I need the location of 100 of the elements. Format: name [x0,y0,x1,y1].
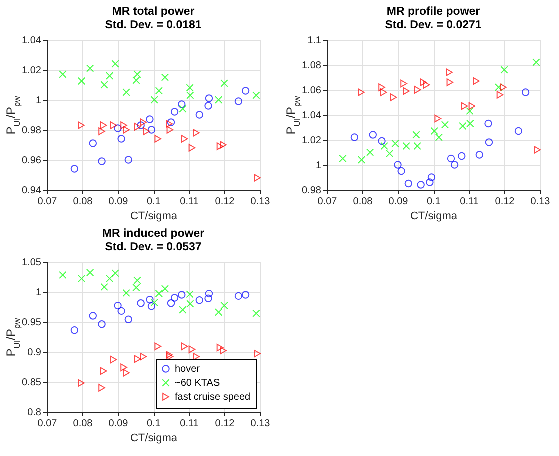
point [100,81,108,89]
point [468,102,476,110]
point [186,300,194,308]
point [167,300,176,308]
point [154,135,162,143]
y-tick-label: 1 [316,160,322,172]
point [78,274,86,283]
y-tick-label: 1.04 [22,36,42,46]
point [350,134,359,142]
x-tick-label: 0.1 [147,418,162,430]
point [100,367,108,376]
point [114,302,122,310]
point [132,284,140,292]
point [496,91,504,99]
y-tick-label: 1.02 [22,66,42,76]
point [134,70,142,78]
x-tick-label: 0.12 [215,196,236,208]
point [150,298,158,307]
point [124,316,133,324]
point [500,84,507,92]
y-tick-label: 1 [36,96,42,106]
point [137,300,145,308]
point [234,292,243,300]
point [220,80,228,88]
point [446,78,454,86]
x-tick-label: 0.13 [250,418,271,430]
point [114,124,122,132]
point [378,84,386,92]
point [186,84,194,92]
x-tick-label: 0.11 [460,196,480,208]
point [205,94,214,102]
point [143,128,150,136]
point [178,100,186,108]
point [430,127,438,136]
point [148,126,156,134]
x-tick-label: 0.11 [180,418,200,430]
point [120,364,128,372]
point [100,122,108,130]
point [220,302,228,310]
point [100,283,108,292]
point [414,86,422,94]
point [166,351,173,359]
x-tick-label: 0.1 [147,196,162,208]
point [204,294,212,302]
point [394,161,402,169]
point [124,156,133,164]
point [494,84,503,92]
point [473,77,480,86]
point [59,271,67,280]
point [186,290,194,298]
chart-title: MR induced power [102,228,206,240]
point [220,346,227,355]
x-axis-title: CT/sigma [410,210,458,222]
point [186,92,194,100]
chart-title: MR total power [112,6,196,18]
point [179,306,187,314]
x-tick-label: 0.09 [108,196,129,208]
point [161,285,170,293]
point [188,346,196,354]
point [78,77,86,86]
point [134,355,142,364]
point [120,122,128,130]
point [123,126,130,134]
chart-subtitle: Std. Dev. = 0.0537 [105,242,202,254]
point [154,342,162,350]
point [98,320,106,328]
point [122,88,130,96]
point [466,107,474,116]
point [402,142,410,150]
point [148,302,156,310]
x-tick-label: 0.13 [530,196,551,208]
point [188,144,196,152]
point [196,296,204,304]
point [446,68,453,76]
point [161,74,170,82]
point [110,356,118,364]
point [447,154,456,163]
point [461,102,468,110]
y-tick-label: 0.8 [28,408,42,418]
point [181,135,188,143]
y-tick-label: 0.96 [22,156,42,166]
x-tick-label: 0.07 [318,196,338,208]
x-tick-label: 0.08 [73,418,94,430]
legend-label: ~60 KTAS [175,378,220,389]
x-tick-label: 0.07 [38,196,58,208]
point [216,142,224,150]
point [485,138,494,146]
y-tick-label: 1.06 [302,86,322,96]
point [339,154,347,163]
point [358,156,366,164]
point [89,312,98,320]
point [204,102,212,110]
point [137,122,145,130]
point [400,80,408,88]
point [242,291,250,299]
y-tick-label: 0.98 [302,186,322,196]
point [426,178,434,186]
point [252,310,260,318]
point [420,78,427,86]
point [112,60,120,68]
